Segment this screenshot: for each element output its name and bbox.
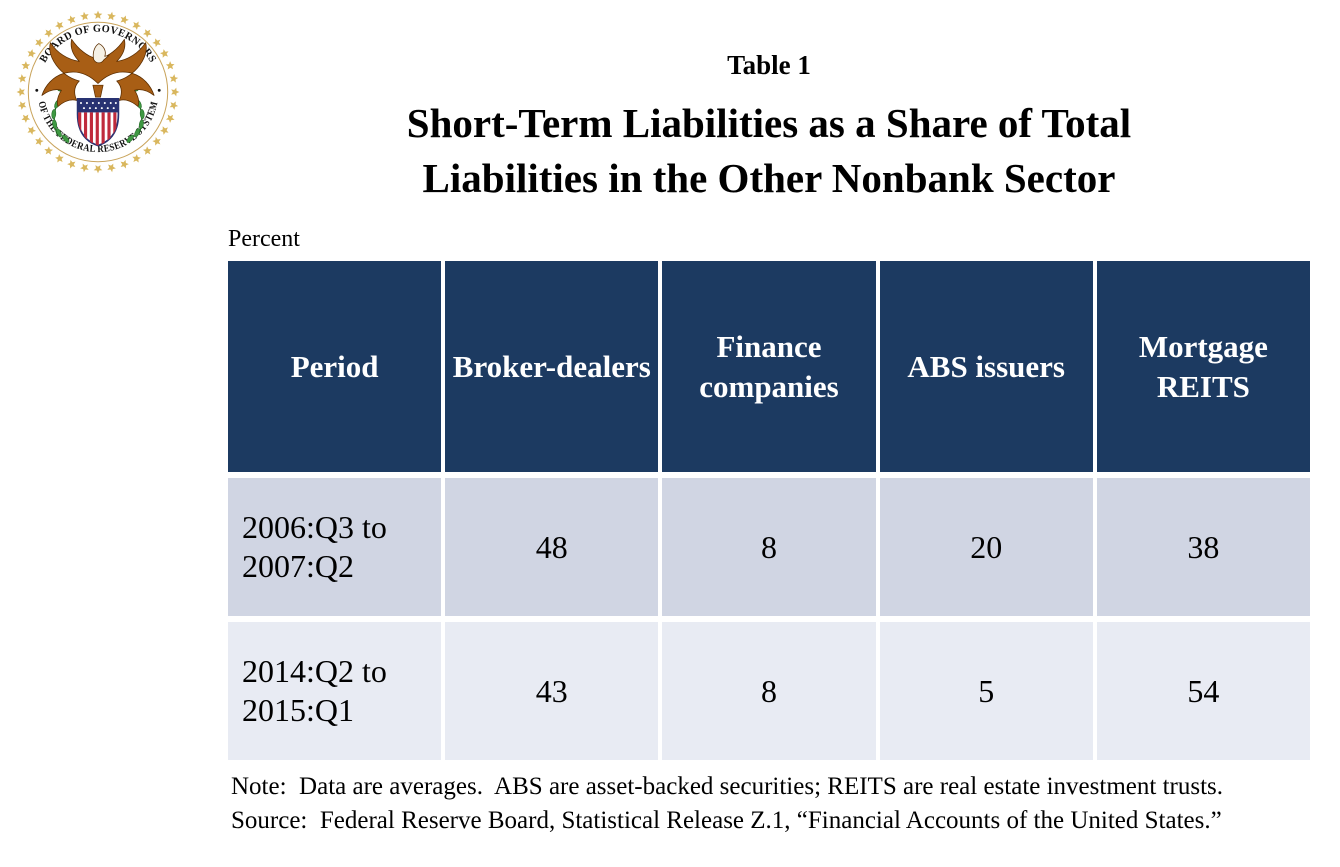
data-table: Period Broker-dealers Finance companies … — [228, 261, 1310, 760]
eagle-body — [92, 84, 104, 98]
seal-right-dot — [157, 88, 161, 92]
table-cell-period-row1: 2006:Q3 to 2007:Q2 — [228, 478, 442, 616]
column-header-mortgage-reits: Mortgage REITS — [1096, 261, 1310, 472]
table-cell-abs-issuers-row2: 5 — [879, 622, 1093, 760]
column-header-broker-dealers: Broker-dealers — [445, 261, 659, 472]
seal-left-dot — [35, 88, 39, 92]
table-cell-broker-dealers-row2: 43 — [445, 622, 659, 760]
shield-icon — [76, 97, 120, 147]
table-cell-finance-companies-row2: 8 — [662, 622, 876, 760]
table-cell-broker-dealers-row1: 48 — [445, 478, 659, 616]
note-text: Note: Data are averages. ABS are asset-b… — [231, 773, 1223, 800]
page-title-line2: Liabilities in the Other Nonbank Sector — [422, 155, 1116, 201]
table-cell-finance-companies-row1: 8 — [662, 478, 876, 616]
table-cell-period-row2: 2014:Q2 to 2015:Q1 — [228, 622, 442, 760]
footnotes: Note: Data are averages. ABS are asset-b… — [231, 770, 1323, 838]
seal-inner-ring — [27, 21, 169, 163]
page-title-line1: Short-Term Liabilities as a Share of Tot… — [406, 100, 1132, 146]
table-number: Table 1 — [727, 50, 811, 80]
eagle-head — [92, 43, 110, 64]
table-cell-mortgage-reits-row2: 54 — [1096, 622, 1310, 760]
column-header-abs-issuers: ABS issuers — [879, 261, 1093, 472]
column-header-period: Period — [228, 261, 442, 472]
eagle-icon — [41, 38, 155, 107]
column-header-finance-companies: Finance companies — [662, 261, 876, 472]
federal-reserve-seal: BOARD OF GOVERNORS OF THE FEDERAL RESERV… — [13, 7, 183, 177]
table-cell-mortgage-reits-row1: 38 — [1096, 478, 1310, 616]
unit-label: Percent — [228, 226, 300, 252]
source-text: Source: Federal Reserve Board, Statistic… — [231, 807, 1222, 834]
table-cell-abs-issuers-row1: 20 — [879, 478, 1093, 616]
page-title: Short-Term Liabilities as a Share of Tot… — [228, 96, 1310, 206]
